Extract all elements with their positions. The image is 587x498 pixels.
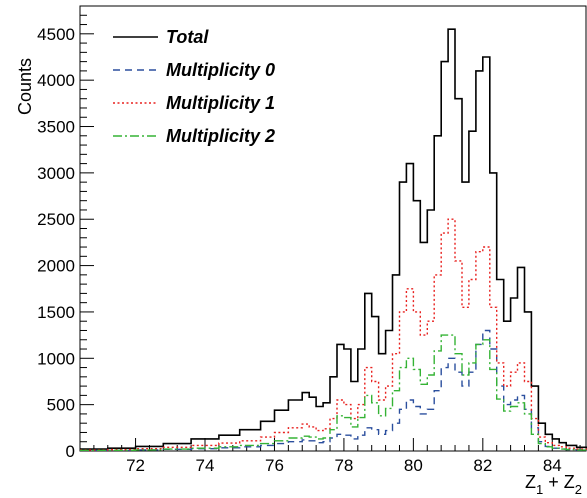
series-line-total bbox=[80, 28, 587, 450]
y-tick-label: 0 bbox=[66, 442, 75, 461]
y-tick-label: 4500 bbox=[37, 25, 75, 44]
y-tick-label: 3000 bbox=[37, 164, 75, 183]
x-tick-label: 80 bbox=[404, 456, 423, 475]
y-tick-label: 500 bbox=[47, 396, 75, 415]
x-tick-label: 84 bbox=[543, 456, 562, 475]
legend-label: Multiplicity 1 bbox=[166, 93, 275, 113]
x-axis: 72 74 76 78 80 82 84 bbox=[79, 438, 581, 475]
x-axis-title-z1: Z bbox=[525, 472, 536, 492]
series-line-multiplicity-2 bbox=[80, 334, 587, 451]
legend-label: Total bbox=[166, 27, 209, 47]
x-tick-label: 72 bbox=[126, 456, 145, 475]
series-line-multiplicity-1 bbox=[80, 218, 587, 451]
x-axis-title-z2: Z bbox=[564, 472, 575, 492]
legend-label: Multiplicity 2 bbox=[166, 126, 275, 146]
x-tick-label: 82 bbox=[473, 456, 492, 475]
series-group bbox=[80, 28, 587, 451]
y-axis-title: Counts bbox=[15, 58, 35, 115]
y-axis: 0 500 1000 1500 2000 2500 3000 3500 4000 4500 bbox=[37, 5, 94, 461]
x-tick-label: 74 bbox=[196, 456, 215, 475]
x-axis-title-sub1: 1 bbox=[536, 482, 543, 497]
y-tick-label: 1000 bbox=[37, 349, 75, 368]
y-tick-label: 2000 bbox=[37, 257, 75, 276]
legend: Total Multiplicity 0 Multiplicity 1 Multipl… bbox=[113, 27, 275, 146]
x-axis-title-sub2: 2 bbox=[575, 482, 582, 497]
x-tick-label: 78 bbox=[334, 456, 353, 475]
y-tick-label: 1500 bbox=[37, 303, 75, 322]
legend-label: Multiplicity 0 bbox=[166, 60, 275, 80]
y-tick-label: 4000 bbox=[37, 71, 75, 90]
x-tick-label: 76 bbox=[265, 456, 284, 475]
x-axis-title-plus: + bbox=[543, 472, 564, 492]
series-line-multiplicity-0 bbox=[80, 329, 587, 451]
y-tick-label: 2500 bbox=[37, 210, 75, 229]
y-tick-label: 3500 bbox=[37, 118, 75, 137]
x-axis-title: Z1 + Z2 bbox=[525, 472, 582, 497]
